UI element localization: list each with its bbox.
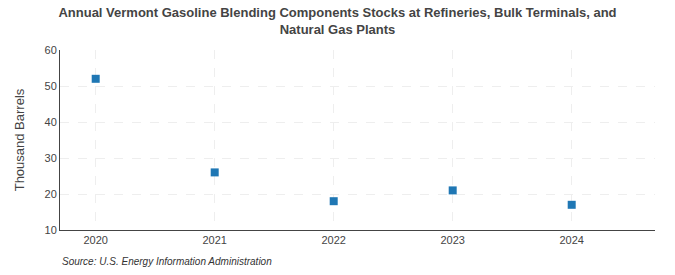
svg-text:2022: 2022 (321, 234, 345, 246)
svg-text:2021: 2021 (202, 234, 226, 246)
svg-text:30: 30 (45, 152, 57, 164)
svg-text:40: 40 (45, 116, 57, 128)
svg-text:Source: U.S. Energy Informatio: Source: U.S. Energy Information Administ… (62, 256, 272, 267)
svg-text:Thousand Barrels: Thousand Barrels (12, 88, 27, 191)
svg-text:50: 50 (45, 80, 57, 92)
svg-text:2023: 2023 (440, 234, 464, 246)
svg-text:20: 20 (45, 188, 57, 200)
svg-text:2024: 2024 (559, 234, 583, 246)
svg-text:10: 10 (45, 224, 57, 236)
svg-text:60: 60 (45, 44, 57, 56)
svg-text:Annual Vermont Gasoline Blendi: Annual Vermont Gasoline Blending Compone… (58, 5, 616, 37)
svg-text:2020: 2020 (83, 234, 107, 246)
